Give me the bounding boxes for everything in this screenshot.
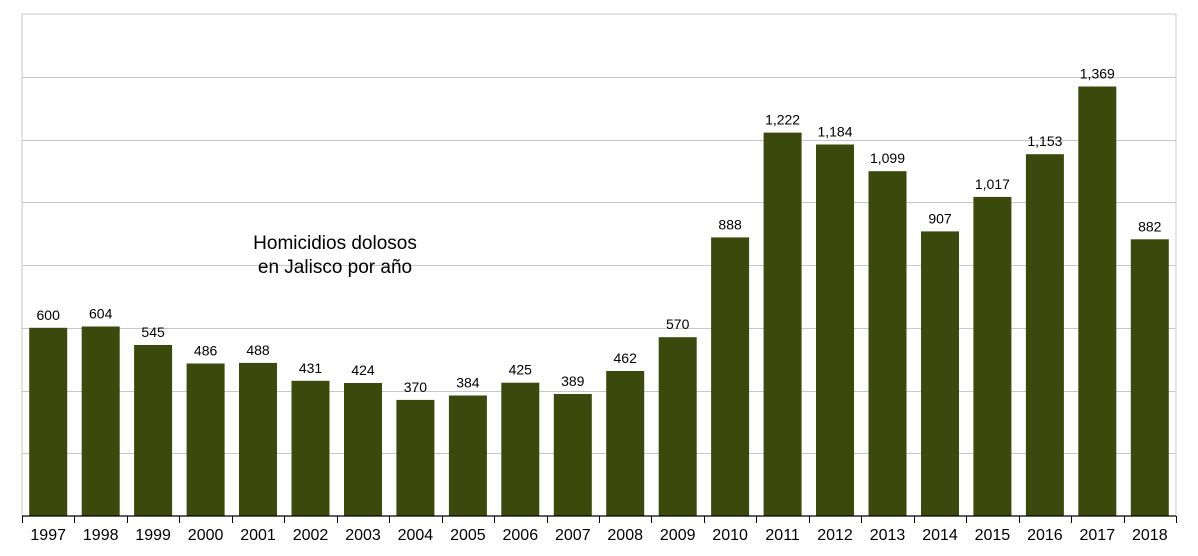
x-tick-label: 1999 (135, 527, 171, 544)
bar (1078, 86, 1117, 516)
data-label: 882 (1138, 218, 1162, 234)
data-label: 384 (456, 375, 480, 391)
x-tick-label: 2012 (817, 527, 853, 544)
bar (921, 231, 959, 516)
data-label: 389 (561, 373, 585, 389)
data-label: 1,222 (765, 112, 800, 128)
x-tick-label: 1998 (83, 527, 119, 544)
x-tick-label: 2018 (1132, 527, 1168, 544)
data-label: 1,017 (975, 176, 1010, 192)
bar (553, 394, 592, 516)
chart-title-line-2: en Jalisco por año (258, 257, 412, 278)
x-ticks (22, 516, 1177, 523)
bar (81, 326, 120, 516)
bar (763, 132, 802, 516)
x-tick-label: 2011 (765, 527, 800, 544)
data-label: 888 (718, 216, 742, 232)
x-tick-label: 2004 (398, 527, 434, 544)
data-label: 425 (509, 362, 533, 378)
bar (973, 196, 1012, 516)
x-tick-label: 2005 (450, 527, 486, 544)
x-tick-label: 2013 (870, 527, 906, 544)
bar (606, 371, 645, 516)
x-tick-label: 2003 (345, 527, 381, 544)
x-tick-label: 2009 (660, 527, 696, 544)
chart-title-line-1: Homicidios dolosos (253, 233, 417, 254)
data-label: 424 (351, 362, 375, 378)
bar (29, 327, 68, 517)
bars (29, 86, 1169, 517)
bar (1025, 154, 1064, 516)
data-label: 570 (666, 316, 690, 332)
bar (344, 383, 382, 516)
data-label: 1,369 (1080, 66, 1115, 82)
x-tick-label: 2015 (975, 527, 1011, 544)
data-label: 1,153 (1027, 133, 1062, 149)
bar (501, 382, 540, 516)
bar (1130, 239, 1169, 517)
data-label: 431 (299, 360, 323, 376)
data-label: 907 (928, 210, 952, 226)
x-tick-label: 2002 (293, 527, 329, 544)
x-tick-labels: 1997 1998 1999 2000 2001 2002 2003 2004 2005 2006… (30, 527, 1167, 544)
bar (291, 380, 330, 516)
data-label: 604 (89, 306, 113, 322)
bar (816, 144, 854, 516)
data-label: 462 (614, 350, 638, 366)
bar (448, 395, 487, 516)
bar (134, 345, 173, 516)
x-tick-label: 2007 (555, 527, 591, 544)
x-tick-label: 2014 (922, 527, 958, 544)
data-label: 1,184 (817, 124, 852, 140)
x-tick-label: 2008 (607, 527, 643, 544)
bar (186, 363, 225, 516)
bar (396, 399, 435, 516)
data-labels: 600 604 545 486 488 431 424 370 384 425 389 462 570 8… (37, 66, 1162, 395)
x-tick-label: 2016 (1027, 527, 1063, 544)
data-label: 486 (194, 343, 218, 359)
x-tick-label: 2010 (712, 527, 748, 544)
data-label: 1,099 (870, 150, 905, 166)
data-label: 545 (141, 324, 165, 340)
bar (658, 337, 697, 516)
bar (711, 237, 750, 516)
bar (239, 362, 277, 516)
data-label: 370 (404, 379, 428, 395)
x-tick-label: 1997 (30, 527, 66, 544)
data-label: 488 (246, 342, 270, 358)
x-tick-label: 2001 (240, 527, 276, 544)
x-tick-label: 2017 (1080, 527, 1116, 544)
bar (868, 171, 907, 516)
data-label: 600 (37, 307, 61, 323)
x-tick-label: 2006 (503, 527, 539, 544)
x-tick-label: 2000 (188, 527, 224, 544)
